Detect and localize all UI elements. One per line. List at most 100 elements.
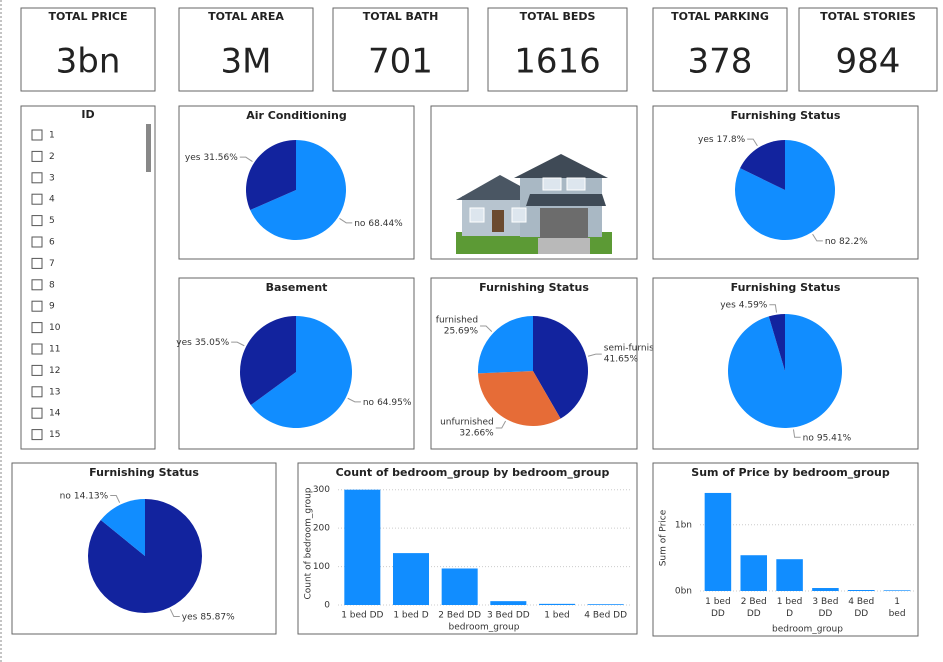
pie-slice — [100, 499, 145, 556]
card-label: TOTAL PARKING — [671, 10, 769, 23]
slicer-item[interactable]: 14 — [31, 407, 61, 419]
card-frame — [487, 7, 628, 92]
checkbox[interactable] — [31, 407, 43, 419]
leader-line — [792, 429, 801, 438]
checkbox[interactable] — [31, 257, 43, 269]
slicer-item[interactable]: 8 — [31, 279, 55, 291]
checkbox[interactable] — [31, 236, 43, 248]
slicer-item-label: 12 — [49, 366, 60, 376]
leader-line — [480, 325, 493, 332]
slice-value: 17.8% — [717, 135, 746, 145]
slicer-item[interactable]: 1 — [31, 129, 55, 141]
checkbox[interactable] — [31, 300, 43, 312]
y-tick-label: 200 — [313, 524, 330, 534]
slicer-item[interactable]: 15 — [31, 429, 60, 441]
card-label: TOTAL BEDS — [520, 10, 596, 23]
checkbox[interactable] — [31, 129, 43, 141]
checkbox[interactable] — [31, 343, 43, 355]
slice-label: yes 85.87% — [182, 612, 235, 622]
x-tick-label: 1 bed D — [393, 611, 428, 621]
card-frame — [20, 7, 156, 92]
card-frame — [332, 7, 469, 92]
slice-value: 35.05% — [195, 338, 230, 348]
chart-title: Air Conditioning — [246, 109, 347, 122]
checkbox[interactable] — [31, 364, 43, 376]
x-tick-label: 3 Bed DD — [487, 611, 530, 621]
leader-line — [110, 494, 121, 503]
y-axis-title: Sum of Price — [659, 509, 669, 566]
x-tick-label: 4 Bed DD — [584, 611, 627, 621]
pie-slice — [727, 314, 842, 428]
bar — [883, 590, 911, 591]
slice-category: yes — [185, 153, 201, 163]
slicer-item[interactable]: 7 — [31, 257, 55, 269]
x-tick-label: 4 Bed DD — [848, 597, 874, 619]
slice-category: no — [354, 218, 366, 228]
slicer-item-label: 8 — [49, 280, 55, 290]
slicer-item[interactable]: 11 — [31, 343, 60, 355]
checkbox[interactable] — [31, 215, 43, 227]
checkbox[interactable] — [31, 172, 43, 184]
chart-title: Basement — [266, 281, 328, 294]
chart-title: Count of bedroom_group by bedroom_group — [336, 466, 610, 479]
slice-category: furnished — [436, 316, 478, 326]
slicer-frame — [20, 105, 156, 450]
slice-label: yes 17.8% — [698, 135, 746, 145]
checkbox[interactable] — [31, 429, 43, 441]
slicer-item-label: 6 — [49, 238, 55, 248]
slicer-item[interactable]: 13 — [31, 386, 60, 398]
pie-slice — [250, 140, 346, 240]
y-tick-label: 100 — [313, 562, 330, 572]
house-image — [430, 105, 638, 260]
pie-slice — [533, 316, 588, 419]
slice-category: no — [60, 491, 72, 501]
card-label: TOTAL PRICE — [48, 10, 127, 23]
chart-title: Furnishing Status — [731, 109, 841, 122]
scrollbar — [146, 124, 151, 172]
slicer-item[interactable]: 5 — [31, 215, 55, 227]
slicer-item-label: 13 — [49, 387, 60, 397]
x-tick-label: 1 bed D — [777, 597, 803, 619]
y-axis-title: Count of bedroom_group — [304, 487, 314, 599]
kpi-card: TOTAL BATH 701 — [332, 7, 469, 92]
slicer-item[interactable]: 6 — [31, 236, 55, 248]
slicer-item[interactable]: 10 — [31, 322, 61, 334]
pie-chart: Air Conditioning no 68.44% yes 31.56% — [178, 105, 415, 260]
slicer-item-label: 10 — [49, 323, 61, 333]
card-value: 701 — [368, 42, 433, 82]
slice-category: no — [803, 433, 815, 443]
checkbox[interactable] — [31, 150, 43, 162]
checkbox[interactable] — [31, 193, 43, 205]
slice-value: 95.41% — [817, 433, 852, 443]
leader-line — [769, 304, 778, 313]
leader-line — [812, 233, 823, 242]
pie-slice — [740, 140, 785, 190]
slicer-item[interactable]: 2 — [31, 150, 55, 162]
slicer-item[interactable]: 4 — [31, 193, 55, 205]
chart-title: Sum of Price by bedroom_group — [691, 466, 890, 479]
kpi-card: TOTAL BEDS 1616 — [487, 7, 628, 92]
checkbox[interactable] — [31, 386, 43, 398]
slicer-item-label: 3 — [49, 173, 55, 183]
x-tick-label: 1 bed DD — [705, 597, 731, 619]
card-value: 1616 — [514, 42, 601, 82]
slicer-item-label: 11 — [49, 345, 60, 355]
bar — [704, 492, 732, 591]
chart-frame — [652, 462, 919, 637]
pie-slice — [245, 140, 296, 211]
slicer-item[interactable]: 12 — [31, 364, 60, 376]
checkbox[interactable] — [31, 279, 43, 291]
leader-line — [347, 397, 361, 403]
bar — [441, 568, 478, 605]
slice-category: yes — [698, 135, 714, 145]
slice-category: yes — [182, 612, 198, 622]
slice-value: 25.69% — [444, 327, 479, 337]
slicer-item[interactable]: 3 — [31, 172, 55, 184]
slicer-item[interactable]: 9 — [31, 300, 55, 312]
slice-label: yes 4.59% — [720, 300, 768, 310]
slice-label: yes 31.56% — [185, 153, 238, 163]
pie-chart: Furnishing Status semi-furnis...41.65% unf… — [430, 277, 662, 450]
slice-label: no 82.2% — [825, 236, 868, 246]
bar-chart: Count of bedroom_group by bedroom_group 0… — [297, 462, 638, 635]
checkbox[interactable] — [31, 322, 43, 334]
